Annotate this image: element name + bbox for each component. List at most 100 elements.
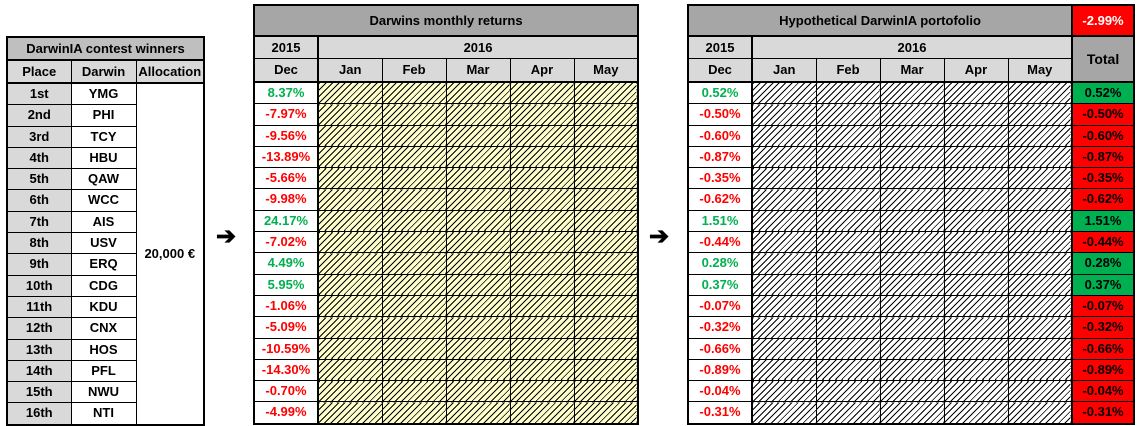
future-month-cell[interactable]: [509, 103, 575, 126]
future-month-cell[interactable]: [317, 124, 383, 147]
dec-return-cell[interactable]: -0.60%: [687, 124, 753, 147]
future-month-cell[interactable]: [381, 401, 447, 425]
future-month-cell[interactable]: [1007, 337, 1073, 360]
dec-return-cell[interactable]: -0.89%: [687, 358, 753, 382]
future-month-cell[interactable]: [815, 358, 881, 382]
darwin-cell[interactable]: ERQ: [70, 253, 137, 276]
future-month-cell[interactable]: [381, 358, 447, 382]
dec-return-cell[interactable]: 8.37%: [253, 81, 319, 105]
future-month-cell[interactable]: [573, 209, 639, 233]
total-cell[interactable]: -0.89%: [1071, 358, 1135, 382]
future-month-cell[interactable]: [879, 401, 945, 425]
future-month-cell[interactable]: [381, 231, 447, 254]
future-month-cell[interactable]: [751, 231, 817, 254]
total-cell[interactable]: -0.60%: [1071, 124, 1135, 147]
total-cell[interactable]: -0.66%: [1071, 337, 1135, 360]
future-month-cell[interactable]: [381, 81, 447, 105]
future-month-cell[interactable]: [509, 380, 575, 403]
future-month-cell[interactable]: [317, 81, 383, 105]
future-month-cell[interactable]: [445, 188, 511, 211]
future-month-cell[interactable]: [751, 103, 817, 126]
future-month-cell[interactable]: [1007, 167, 1073, 190]
place-cell[interactable]: 12th: [6, 317, 72, 340]
future-month-cell[interactable]: [943, 231, 1009, 254]
future-month-cell[interactable]: [317, 337, 383, 360]
future-month-cell[interactable]: [751, 124, 817, 147]
future-month-cell[interactable]: [879, 145, 945, 169]
darwin-cell[interactable]: HBU: [70, 146, 137, 170]
future-month-cell[interactable]: [943, 167, 1009, 190]
future-month-cell[interactable]: [815, 252, 881, 275]
dec-return-cell[interactable]: -0.62%: [687, 188, 753, 211]
darwin-cell[interactable]: TCY: [70, 125, 137, 148]
place-cell[interactable]: 7th: [6, 210, 72, 234]
future-month-cell[interactable]: [815, 231, 881, 254]
future-month-cell[interactable]: [317, 209, 383, 233]
dec-return-cell[interactable]: -9.98%: [253, 188, 319, 211]
future-month-cell[interactable]: [445, 167, 511, 190]
total-cell[interactable]: -0.62%: [1071, 188, 1135, 211]
dec-return-cell[interactable]: -4.99%: [253, 401, 319, 425]
future-month-cell[interactable]: [445, 401, 511, 425]
future-month-cell[interactable]: [943, 358, 1009, 382]
future-month-cell[interactable]: [317, 358, 383, 382]
future-month-cell[interactable]: [751, 380, 817, 403]
future-month-cell[interactable]: [509, 358, 575, 382]
future-month-cell[interactable]: [943, 401, 1009, 425]
future-month-cell[interactable]: [381, 167, 447, 190]
future-month-cell[interactable]: [509, 316, 575, 339]
place-cell[interactable]: 10th: [6, 274, 72, 297]
future-month-cell[interactable]: [815, 103, 881, 126]
future-month-cell[interactable]: [943, 124, 1009, 147]
future-month-cell[interactable]: [751, 209, 817, 233]
future-month-cell[interactable]: [573, 380, 639, 403]
total-cell[interactable]: -0.35%: [1071, 167, 1135, 190]
future-month-cell[interactable]: [381, 337, 447, 360]
future-month-cell[interactable]: [381, 252, 447, 275]
future-month-cell[interactable]: [815, 401, 881, 425]
future-month-cell[interactable]: [751, 188, 817, 211]
future-month-cell[interactable]: [573, 81, 639, 105]
total-cell[interactable]: 0.52%: [1071, 81, 1135, 105]
future-month-cell[interactable]: [751, 316, 817, 339]
future-month-cell[interactable]: [445, 209, 511, 233]
future-month-cell[interactable]: [445, 145, 511, 169]
future-month-cell[interactable]: [1007, 145, 1073, 169]
future-month-cell[interactable]: [815, 294, 881, 318]
future-month-cell[interactable]: [1007, 252, 1073, 275]
place-cell[interactable]: 3rd: [6, 125, 72, 148]
future-month-cell[interactable]: [317, 167, 383, 190]
future-month-cell[interactable]: [573, 252, 639, 275]
dec-return-cell[interactable]: -0.32%: [687, 316, 753, 339]
darwin-cell[interactable]: HOS: [70, 338, 137, 361]
future-month-cell[interactable]: [509, 124, 575, 147]
future-month-cell[interactable]: [815, 380, 881, 403]
dec-return-cell[interactable]: -0.35%: [687, 167, 753, 190]
place-cell[interactable]: 13th: [6, 338, 72, 361]
future-month-cell[interactable]: [381, 316, 447, 339]
darwin-cell[interactable]: NTI: [70, 402, 137, 426]
future-month-cell[interactable]: [943, 81, 1009, 105]
future-month-cell[interactable]: [317, 103, 383, 126]
dec-return-cell[interactable]: -7.02%: [253, 231, 319, 254]
future-month-cell[interactable]: [573, 358, 639, 382]
dec-return-cell[interactable]: -0.70%: [253, 380, 319, 403]
future-month-cell[interactable]: [509, 209, 575, 233]
place-cell[interactable]: 6th: [6, 189, 72, 212]
future-month-cell[interactable]: [381, 273, 447, 296]
future-month-cell[interactable]: [381, 124, 447, 147]
future-month-cell[interactable]: [879, 103, 945, 126]
future-month-cell[interactable]: [509, 294, 575, 318]
future-month-cell[interactable]: [879, 167, 945, 190]
allocation-cell[interactable]: 20,000 €: [135, 82, 205, 426]
future-month-cell[interactable]: [1007, 358, 1073, 382]
future-month-cell[interactable]: [815, 337, 881, 360]
future-month-cell[interactable]: [445, 358, 511, 382]
dec-return-cell[interactable]: 0.37%: [687, 273, 753, 296]
total-cell[interactable]: -0.32%: [1071, 316, 1135, 339]
future-month-cell[interactable]: [943, 188, 1009, 211]
future-month-cell[interactable]: [879, 380, 945, 403]
dec-return-cell[interactable]: -0.87%: [687, 145, 753, 169]
dec-return-cell[interactable]: -9.56%: [253, 124, 319, 147]
future-month-cell[interactable]: [879, 81, 945, 105]
